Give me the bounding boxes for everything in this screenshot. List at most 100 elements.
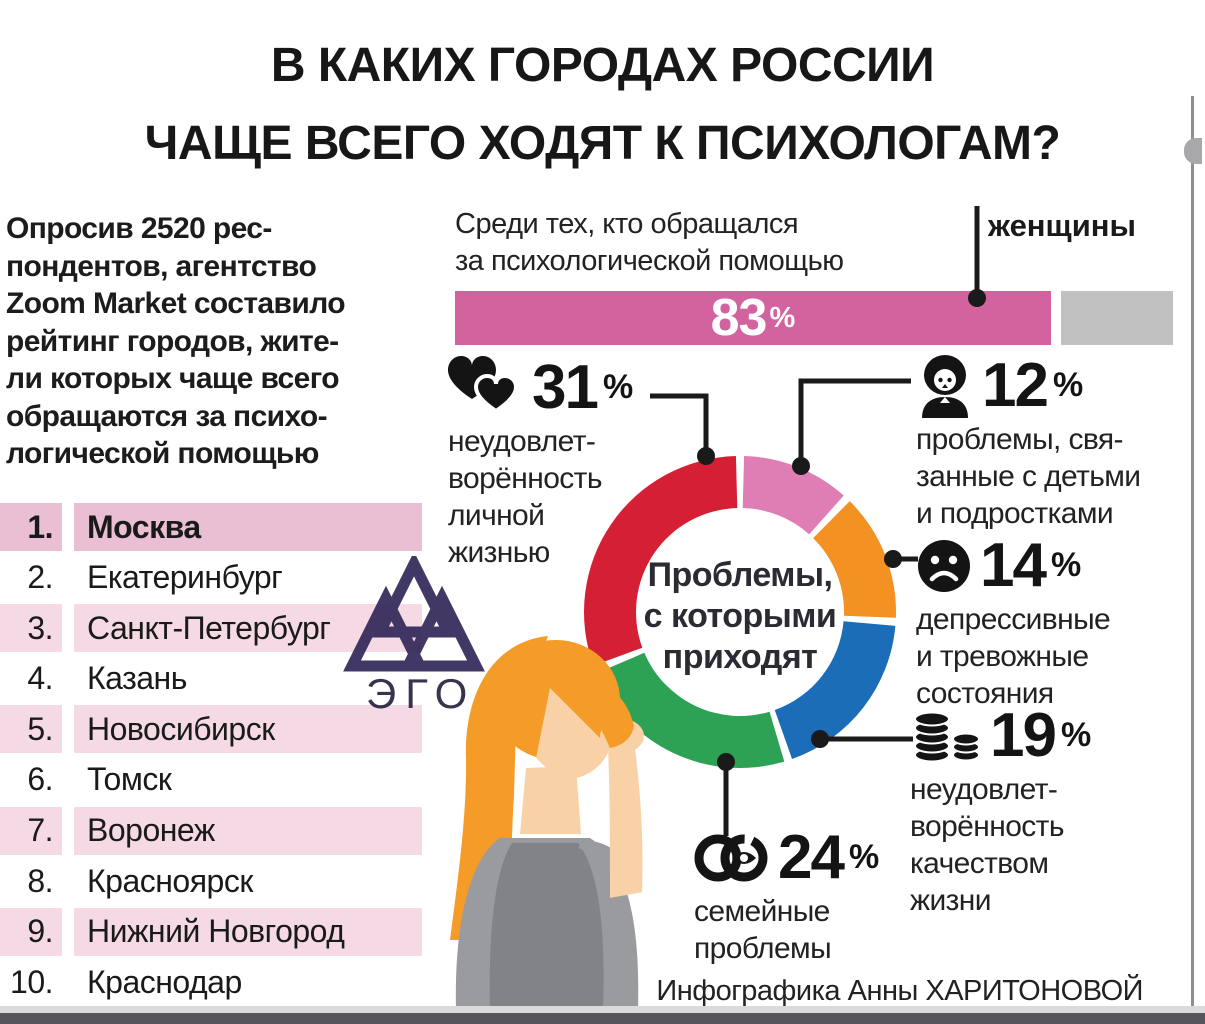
percent-unit: % xyxy=(1060,716,1092,754)
callout-text-line: занные с детьми xyxy=(916,460,1141,493)
bar-caption-line: за психологической помощью xyxy=(455,245,844,277)
percent-value: 12 xyxy=(982,351,1049,420)
percent-unit: % xyxy=(848,838,880,876)
city-ranking-list: 1. Москва 2. Екатеринбург 3. Санкт-Петербург 4… xyxy=(0,503,422,1006)
bar-caption-line: Среди тех, кто обращался xyxy=(455,208,799,240)
callout-text-line: и тревожные xyxy=(916,640,1089,673)
bar-value: 83 xyxy=(710,289,768,347)
callout-text-line: ворённость xyxy=(910,810,1064,843)
rank-number: 10. xyxy=(10,963,53,1000)
ranking-row: 6. Томск xyxy=(0,756,422,804)
ranking-row: 2. Екатеринбург xyxy=(0,554,422,602)
donut-segment xyxy=(584,456,738,666)
intro-line: логической помощью xyxy=(6,437,319,470)
intro-line: ли которых чаще всего xyxy=(6,362,340,395)
intro-line: рейтинг городов, жите- xyxy=(6,324,339,358)
rank-number: 4. xyxy=(27,660,53,697)
city-name: Москва xyxy=(74,503,422,551)
donut-center-line: с которыми xyxy=(643,597,837,635)
city-name: Казань xyxy=(87,660,187,697)
donut-segment xyxy=(596,652,785,768)
page-edge-line xyxy=(1191,96,1194,1008)
ranking-row: 1. Москва xyxy=(0,503,422,551)
ranking-row: 10. Краснодар xyxy=(0,958,422,1006)
rank-number: 1. xyxy=(0,503,62,551)
ranking-row: 7. Воронеж xyxy=(0,806,422,855)
intro-line: Опросив 2520 рес- xyxy=(6,212,272,245)
lead-line-12 xyxy=(798,378,911,459)
mother-icon xyxy=(922,354,968,418)
coins-icon xyxy=(914,711,980,762)
city-name: Екатеринбург xyxy=(87,559,283,596)
city-name: Новосибирск xyxy=(74,705,422,754)
rank-number: 2. xyxy=(27,559,53,596)
intro-line: пондентов, агентство xyxy=(6,249,317,283)
bottom-strip-dark xyxy=(0,1013,1205,1024)
watermark-text: ЭГО xyxy=(366,670,477,717)
percent-value: 24 xyxy=(778,823,845,892)
ego-watermark: ЭГО xyxy=(336,551,496,717)
bottom-strip-light xyxy=(0,1006,1205,1013)
donut-center-line: приходят xyxy=(662,638,818,676)
percent-unit: % xyxy=(602,368,634,406)
callout-text-line: неудовлет- xyxy=(910,773,1058,806)
ranking-row: 5. Новосибирск xyxy=(0,705,422,754)
rank-number: 5. xyxy=(0,705,62,754)
wedding-rings-icon xyxy=(694,834,768,881)
donut-segment xyxy=(742,456,844,535)
callout-children: 12 % проблемы, свя- занные с детьми и по… xyxy=(916,350,1201,532)
intro-line: обращаются за психо- xyxy=(6,399,328,433)
city-name: Нижний Новгород xyxy=(74,907,422,956)
callout-depression: 14 % депрессивные и тревожные состояния xyxy=(916,530,1201,712)
callout-text-line: жизнью xyxy=(448,536,550,569)
page-title-line2: ЧАЩЕ ВСЕГО ХОДЯТ К ПСИХОЛОГАМ? xyxy=(144,117,1061,170)
percent-unit: % xyxy=(1052,366,1084,404)
page-title-line1: В КАКИХ ГОРОДАХ РОССИИ xyxy=(270,39,935,92)
donut-segment xyxy=(774,621,896,760)
hearts-icon xyxy=(448,355,519,413)
lead-line-31 xyxy=(650,393,709,450)
donut-segment xyxy=(813,501,896,618)
callout-text-line: проблемы, свя- xyxy=(916,423,1124,456)
city-name: Красноярск xyxy=(87,862,253,899)
problems-donut-chart xyxy=(584,456,896,768)
intro-paragraph: Опросив 2520 рес- пондентов, агентство Z… xyxy=(6,210,436,473)
intro-line: Zoom Market составило xyxy=(6,287,346,320)
women-annotation: женщины xyxy=(988,208,1136,243)
percent-value: 14 xyxy=(980,531,1047,600)
callout-text-line: состояния xyxy=(916,677,1054,710)
callout-text-line: проблемы xyxy=(694,932,832,965)
callout-text-line: жизни xyxy=(910,884,992,917)
bar-remainder xyxy=(1060,291,1173,345)
credit-line: Инфографика Анны ХАРИТОНОВОЙ xyxy=(656,975,1143,1007)
women-share-bar: 83 % xyxy=(455,289,1173,347)
bar-fill: 83 % xyxy=(455,289,1051,347)
ranking-row: 9. Нижний Новгород xyxy=(0,907,422,956)
rank-number: 7. xyxy=(0,806,62,855)
percent-unit: % xyxy=(1050,546,1082,584)
bar-caption: Среди тех, кто обращался за психологичес… xyxy=(455,206,844,280)
percent-value: 31 xyxy=(532,353,599,422)
callout-text-line: семейные xyxy=(694,895,830,928)
callout-family: 24 % семейные проблемы xyxy=(694,822,924,967)
city-name: Томск xyxy=(87,761,172,798)
sad-face-icon xyxy=(918,539,970,592)
city-name: Воронеж xyxy=(74,806,422,855)
ranking-row: 8. Красноярск xyxy=(0,857,422,905)
sad-woman-illustration xyxy=(450,636,644,1010)
valknut-logo-icon xyxy=(343,551,485,672)
rank-number: 3. xyxy=(0,604,62,653)
percent-value: 19 xyxy=(990,701,1057,770)
donut-center-title: Проблемы, с которыми приходят xyxy=(625,555,855,678)
callout-life-quality: 19 % неудовлет- ворённость качеством жиз… xyxy=(910,700,1200,919)
callout-text-line: и подростками xyxy=(916,497,1114,530)
city-name: Краснодар xyxy=(87,963,242,1000)
rank-number: 8. xyxy=(27,862,53,899)
page-edge-blob xyxy=(1184,138,1202,164)
donut-center-line: Проблемы, xyxy=(647,556,833,594)
callout-text-line: личной xyxy=(448,499,545,532)
callout-text-line: неудовлет- xyxy=(448,425,596,458)
callout-personal-life: 31 % неудовлет- ворённость личной жизнью xyxy=(448,352,658,571)
ranking-row: 4. Казань xyxy=(0,655,422,703)
